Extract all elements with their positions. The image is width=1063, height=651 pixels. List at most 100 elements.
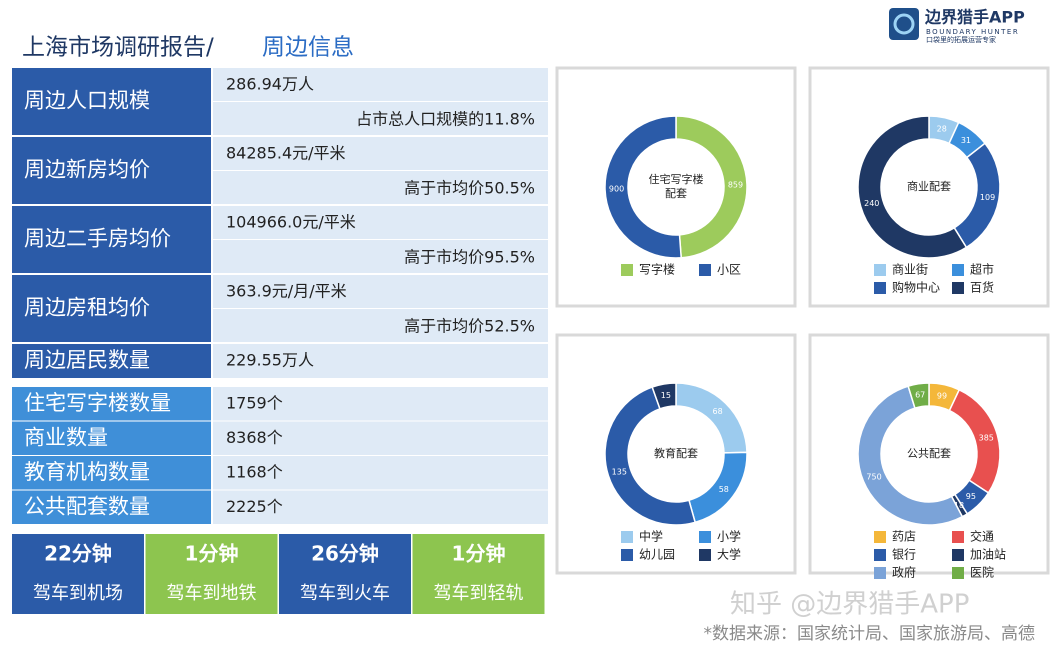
legend-swatch [621,531,633,543]
chart-panel [555,333,797,575]
legend-label: 交通 [970,529,994,544]
count-value-cell [213,490,548,524]
slice-label: 900 [609,185,624,194]
legend-swatch [699,264,711,276]
travel-box [145,534,278,614]
slice-label: 18 [954,501,964,510]
count-label-cell [12,421,211,455]
logo-slogan: 口袋里的拓展运营专家 [926,35,996,44]
stat-note-cell [213,309,548,342]
count-label-cell [12,490,211,524]
watermark: 知乎 @边界猎手APP [730,590,969,620]
donut-slice [651,382,677,410]
chart-panel [808,333,1050,575]
legend-swatch [874,282,886,294]
travel-box [12,534,144,614]
stat-note-cell [213,102,548,135]
travel-desc: 驾车到轻轨 [434,583,524,604]
legend-swatch [874,264,886,276]
legend-label: 购物中心 [892,280,940,295]
stat-value: 286.94万人 [226,75,314,94]
logo-icon [889,8,919,40]
slice-label: 99 [937,391,947,400]
chart-center-label: 住宅写字楼 [649,172,704,186]
count-value-cell [213,456,548,490]
stat-note: 高于市均价50.5% [404,179,535,198]
stat-label: 周边新房均价 [24,158,150,182]
stat-note: 占市总人口规模的11.8% [356,110,535,129]
legend-label: 大学 [717,547,741,562]
legend-swatch [874,549,886,561]
travel-time: 22分钟 [44,542,112,566]
stat-value-cell [213,344,548,378]
slice-label: 859 [728,180,743,189]
legend-swatch [952,264,964,276]
stat-label: 周边人口规模 [24,89,150,113]
page-subtitle: 周边信息 [262,35,354,61]
count-value: 1168个 [226,463,283,482]
count-label-cell [12,387,211,421]
stat-value-cell [213,137,548,170]
logo-english: BOUNDARY HUNTER [926,28,1019,36]
chart-center-label: 教育配套 [654,446,698,460]
donut-slice [857,115,968,259]
donut-slice [675,115,748,259]
chart-panel [555,66,797,308]
stat-note: 高于市均价52.5% [404,317,535,336]
travel-time: 26分钟 [311,542,379,566]
count-value: 2225个 [226,497,283,516]
legend-label: 加油站 [970,548,1006,562]
count-label-cell [12,456,211,490]
stat-note-cell [213,171,548,204]
stat-label-cell [12,68,211,135]
stat-value: 229.55万人 [226,351,314,370]
slice-label: 750 [866,472,881,481]
travel-desc: 驾车到地铁 [167,583,257,604]
legend-label: 中学 [639,529,663,544]
source-note: *数据来源：国家统计局、国家旅游局、高德 [704,624,1036,644]
slice-label: 95 [966,492,976,501]
legend-label: 药店 [892,530,916,544]
legend-label: 医院 [970,566,994,580]
legend-label: 银行 [892,548,916,562]
stat-value-cell [213,275,548,308]
stat-label-cell [12,137,211,204]
stat-label: 周边居民数量 [24,348,150,372]
stat-note: 高于市均价95.5% [404,248,535,267]
legend-label: 写字楼 [639,262,675,277]
legend-label: 小学 [717,529,741,544]
count-label: 住宅写字楼数量 [24,391,171,415]
legend-label: 商业街 [892,262,928,277]
count-value-cell [213,387,548,421]
travel-box [412,534,545,614]
donut-slice [604,115,682,259]
slice-label: 240 [864,199,879,208]
legend-swatch [874,567,886,579]
count-value: 8368个 [226,428,283,447]
stat-note-cell [213,240,548,273]
count-value: 1759个 [226,394,283,413]
chart-center-label: 配套 [665,187,687,200]
chart-panel [808,66,1050,308]
travel-desc: 驾车到机场 [33,583,123,604]
travel-time: 1分钟 [452,542,506,566]
legend-label: 政府 [892,565,916,580]
stat-label-cell [12,344,211,378]
stat-label-cell [12,275,211,342]
legend-swatch [699,549,711,561]
legend-label: 百货 [970,280,994,295]
slice-label: 68 [712,407,722,416]
legend-swatch [952,282,964,294]
slice-label: 28 [937,124,947,133]
donut-slice [907,382,930,410]
legend-swatch [621,549,633,561]
stat-label: 周边二手房均价 [24,227,171,251]
legend-swatch [952,549,964,561]
legend-label: 超市 [970,262,994,277]
legend-swatch [874,531,886,543]
logo-name: 边界猎手APP [924,8,1025,27]
legend-swatch [621,264,633,276]
count-value-cell [213,421,548,455]
stat-value: 84285.4元/平米 [226,144,346,163]
stat-value: 104966.0元/平米 [226,213,356,232]
